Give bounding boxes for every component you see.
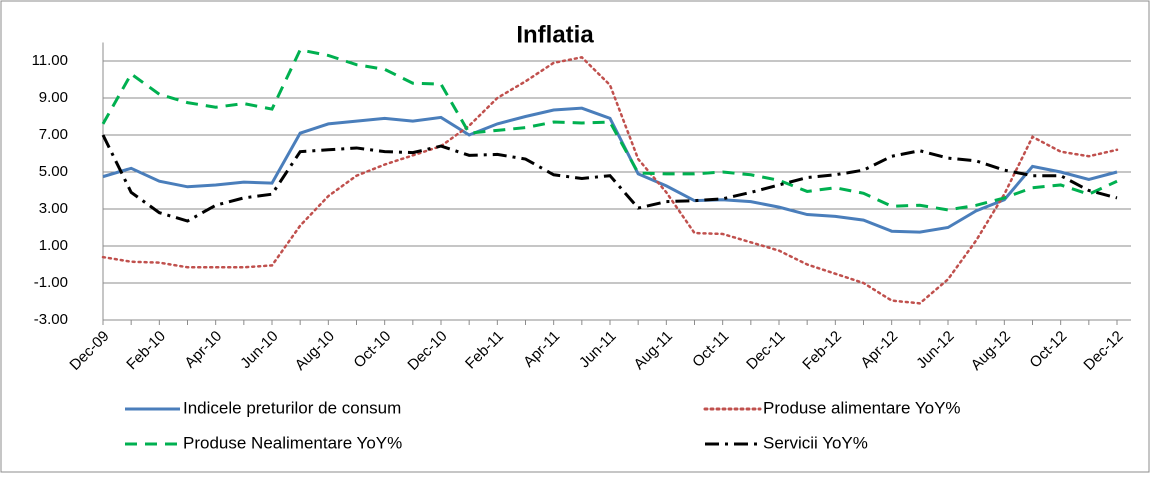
y-tick-label: 1.00	[39, 237, 68, 254]
legend-label: Indicele preturilor de consum	[183, 398, 401, 417]
y-tick-label: 3.00	[39, 200, 68, 217]
y-tick-label: 11.00	[32, 52, 68, 69]
series-line	[101, 48, 1118, 212]
y-tick-label: -1.00	[34, 274, 68, 291]
legend-label: Produse Nealimentare YoY%	[183, 433, 402, 452]
legend-label: Produse alimentare YoY%	[763, 398, 961, 417]
y-tick-label: 5.00	[39, 163, 68, 180]
y-tick-label: 9.00	[39, 89, 68, 106]
y-tick-label: 7.00	[39, 126, 68, 143]
chart-title: Inflatia	[516, 21, 594, 48]
y-tick-label: -3.00	[34, 311, 68, 328]
series-line	[101, 55, 1119, 305]
legend-label: Servicii YoY%	[763, 433, 868, 452]
series-line	[101, 134, 1118, 223]
series-line	[102, 106, 1118, 234]
